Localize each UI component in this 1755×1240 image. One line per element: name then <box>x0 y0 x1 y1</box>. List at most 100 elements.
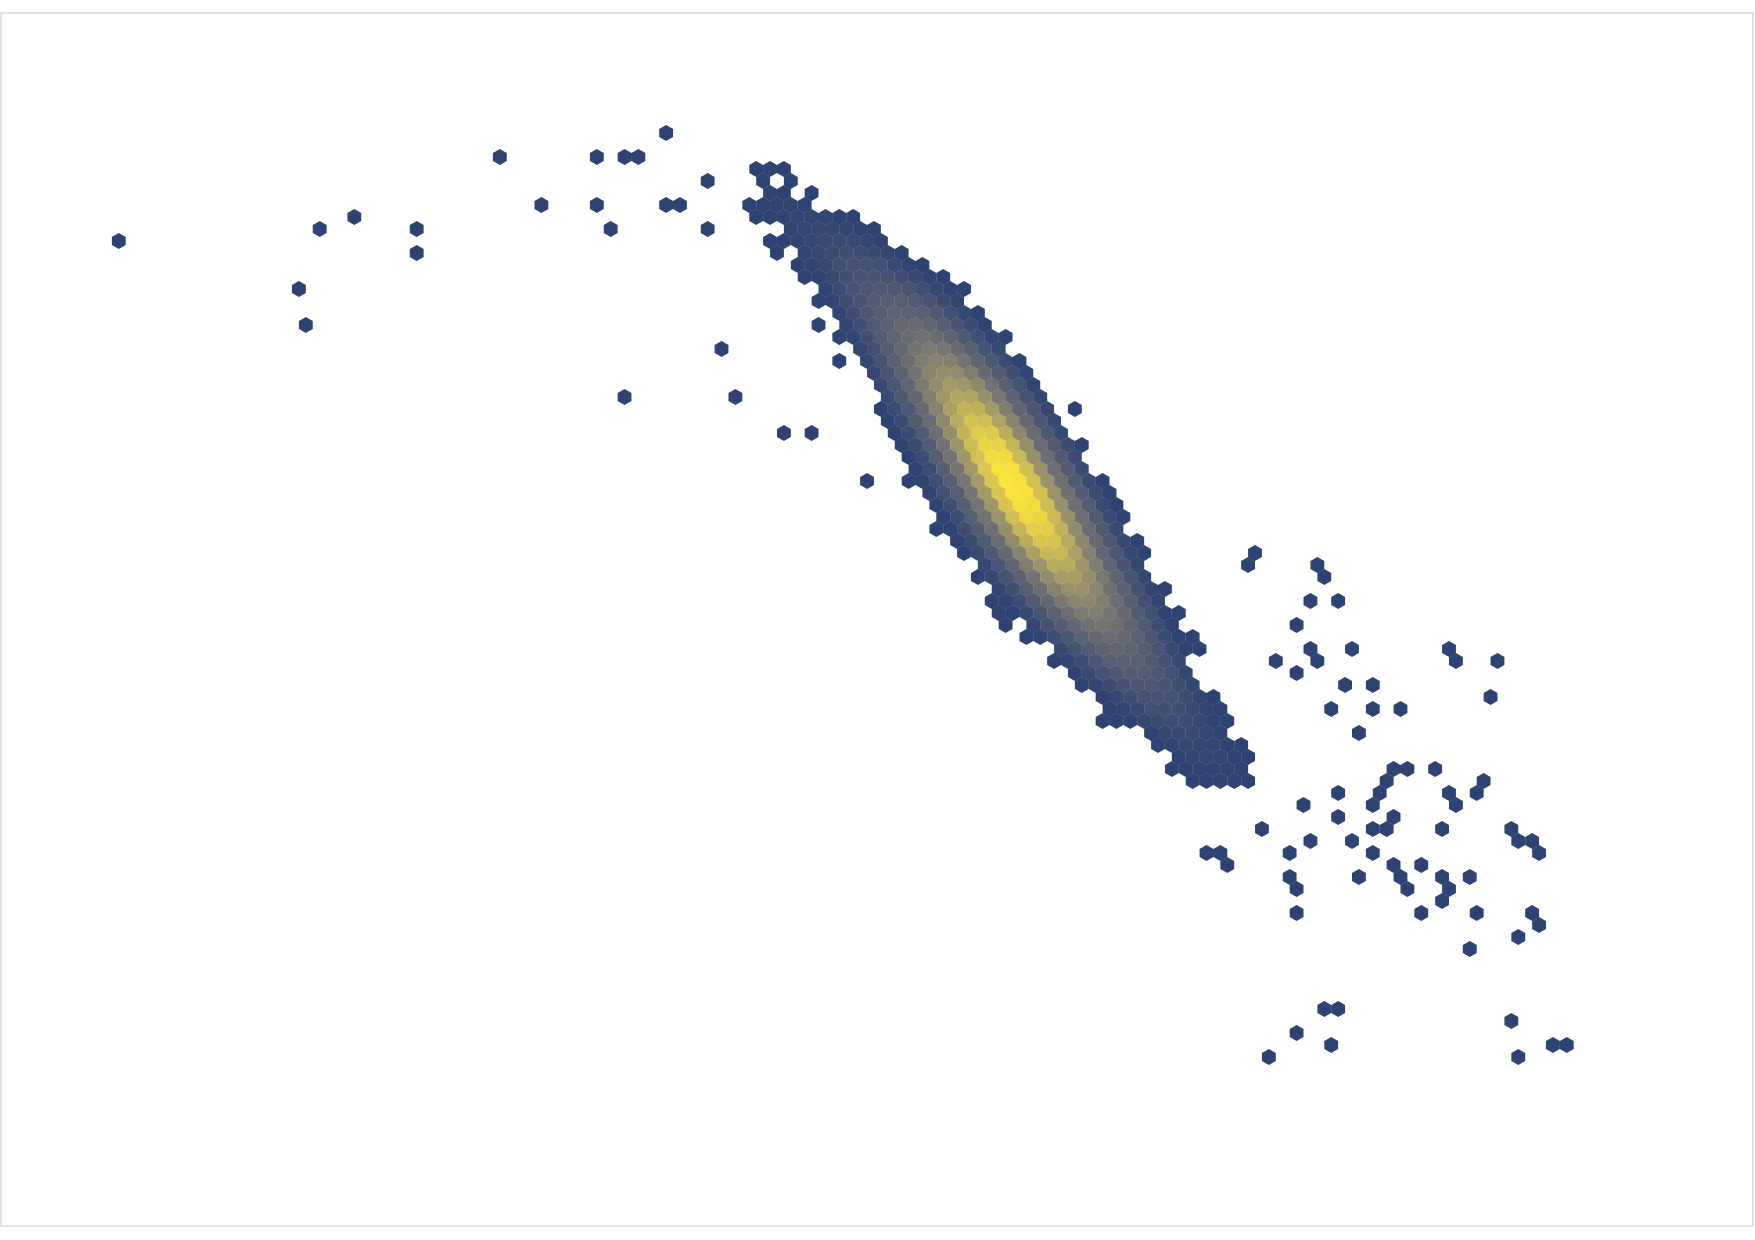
hexbin-cell <box>1151 737 1165 753</box>
hexbin-cell <box>763 209 777 225</box>
hexbin-cell <box>867 245 881 261</box>
hexbin-cell <box>1109 641 1124 657</box>
hexbin-outlier-cell <box>1365 701 1380 717</box>
hexbin-cell <box>991 485 1006 501</box>
hexbin-cell <box>1109 713 1124 729</box>
hexbin-cell <box>1012 521 1027 537</box>
hexbin-cell <box>1095 593 1110 609</box>
hexbin-cell <box>977 413 992 429</box>
hexbin-outlier-cell <box>617 149 632 165</box>
hexbin-cell <box>867 293 881 309</box>
hexbin-outlier-cell <box>1372 785 1387 801</box>
hexbin-cell <box>1061 509 1075 525</box>
hexbin-cell <box>1005 437 1020 453</box>
hexbin-cell <box>1116 533 1131 549</box>
hexbin-outlier-cell <box>291 281 306 297</box>
hexbin-cell <box>1026 593 1041 609</box>
hexbin-cell <box>1206 689 1221 705</box>
hexbin-cell <box>1164 713 1179 729</box>
hexbin-cell <box>1206 713 1221 729</box>
hexbin-cell <box>998 617 1013 633</box>
hexbin-cell <box>839 293 854 309</box>
hexbin-cell <box>1033 413 1048 429</box>
hexbin-cell <box>991 461 1006 477</box>
hexbin-cell <box>991 389 1006 405</box>
hexbin-cell <box>950 461 965 477</box>
hexbin-cell <box>1123 617 1138 633</box>
hexbin-cell <box>756 197 771 213</box>
hexbin-cell <box>901 281 916 297</box>
hexbin-outlier-cell <box>1532 917 1546 933</box>
hexbin-cell <box>1102 557 1117 573</box>
hexbin-cell <box>1047 413 1062 429</box>
hexbin-cell <box>1074 485 1089 501</box>
hexbin-cell <box>1095 713 1110 729</box>
hexbin-cell <box>922 365 937 381</box>
hexbin-cell <box>998 425 1013 441</box>
hexbin-cell <box>950 317 965 333</box>
hexbin-cell <box>964 389 978 405</box>
hexbin-cell <box>1130 629 1145 645</box>
hexbin-cell <box>887 401 902 417</box>
hexbin-outlier-cell <box>1324 701 1339 717</box>
hexbin-cell <box>950 485 965 501</box>
hexbin-cell <box>936 413 951 429</box>
hexbin-cell <box>887 425 902 441</box>
hexbin-outlier-cell <box>1532 845 1546 861</box>
hexbin-cell <box>1067 617 1082 633</box>
hexbin-cell <box>1040 617 1055 633</box>
hexbin-cell <box>1005 389 1020 405</box>
hexbin-outlier-cell <box>1303 593 1318 609</box>
hexbin-cell <box>901 257 916 273</box>
hexbin-cell <box>1012 497 1027 513</box>
hexbin-cell <box>1033 581 1048 597</box>
hexbin-outlier-cell <box>1303 833 1318 849</box>
hexbin-cell <box>1185 773 1200 789</box>
hexbin-cell <box>922 485 937 501</box>
hexbin-cell <box>915 353 930 369</box>
hexbin-cell <box>984 377 999 393</box>
hexbin-cell <box>1192 761 1207 777</box>
hexbin-outlier-cell <box>1428 761 1443 777</box>
hexbin-outlier-cell <box>1400 761 1415 777</box>
hexbin-cell <box>957 545 971 561</box>
hexbin-cell <box>950 293 965 309</box>
hexbin-cell <box>1047 533 1062 549</box>
hexbin-outlier-cell <box>1379 821 1394 837</box>
hexbin-cell <box>832 305 847 321</box>
hexbin-cell <box>908 389 923 405</box>
hexbin-cell <box>1019 365 1034 381</box>
hexbin-cell <box>1137 569 1152 585</box>
hexbin-cell <box>1012 425 1027 441</box>
hexbin-cell <box>984 497 999 513</box>
hexbin-cell <box>1095 569 1110 585</box>
hexbin-cell <box>936 509 951 525</box>
hexbin-outlier-cell <box>1545 1037 1560 1053</box>
hexbin-cell <box>1095 497 1110 513</box>
hexbin-cell <box>1220 761 1235 777</box>
hexbin-cell <box>1054 521 1068 537</box>
hexbin-cell <box>970 425 985 441</box>
hexbin-cell <box>873 305 888 321</box>
hexbin-cell <box>1005 605 1020 621</box>
hexbin-cell <box>950 437 965 453</box>
hexbin-cell <box>936 365 951 381</box>
hexbin-cell <box>1137 713 1152 729</box>
hexbin-cell <box>915 425 930 441</box>
hexbin-cell <box>1074 557 1089 573</box>
hexbin-cell <box>929 281 944 297</box>
hexbin-cell <box>1047 461 1062 477</box>
hexbin-cell <box>1054 617 1068 633</box>
hexbin-cell <box>1074 629 1089 645</box>
hexbin-cell <box>846 281 861 297</box>
hexbin-cell <box>873 257 888 273</box>
hexbin-cell <box>846 305 861 321</box>
hexbin-cell <box>797 221 812 237</box>
hexbin-cell <box>1199 773 1214 789</box>
hexbin-outlier-cell <box>1317 1001 1332 1017</box>
hexbin-outlier-cell <box>1448 653 1463 669</box>
hexbin-cell <box>964 317 978 333</box>
hexbin-cell <box>1123 713 1138 729</box>
hexbin-cell <box>1088 509 1103 525</box>
hexbin-cell <box>770 197 784 213</box>
